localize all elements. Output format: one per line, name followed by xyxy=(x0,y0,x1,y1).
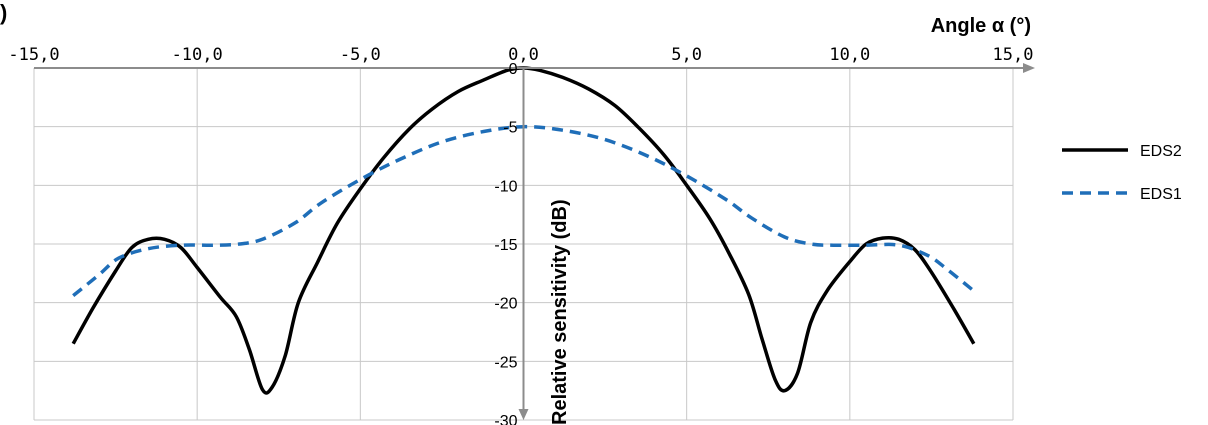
legend-label-eds2: EDS2 xyxy=(1140,143,1182,160)
x-tick-label: 15,0 xyxy=(993,45,1034,65)
y-tick-label: -20 xyxy=(494,296,517,313)
y-axis-arrow xyxy=(518,409,529,420)
y-tick-label: -25 xyxy=(494,354,517,371)
x-tick-label: 10,0 xyxy=(829,45,870,65)
legend-label-eds1: EDS1 xyxy=(1140,186,1182,203)
x-tick-label: -10,0 xyxy=(172,45,223,65)
x-axis-arrow xyxy=(1023,63,1035,73)
x-tick-label: 0,0 xyxy=(508,45,539,65)
y-tick-label: -5 xyxy=(503,120,517,137)
x-tick-label: -15,0 xyxy=(8,45,59,65)
x-axis-title: Angle α (°) xyxy=(931,15,1031,37)
tick-labels: -15,0 -10,0 -5,0 0,0 5,0 10,0 15,0 0 -5 -10 -15 -20… xyxy=(8,45,1033,425)
legend: EDS2 EDS1 xyxy=(1062,143,1182,203)
x-tick-label: 5,0 xyxy=(671,45,702,65)
y-axis-title: Relative sensitivity (dB) xyxy=(549,199,571,425)
y-tick-label: -30 xyxy=(494,413,517,425)
panel-corner-mark: ) xyxy=(0,0,7,25)
y-tick-label: -15 xyxy=(494,237,517,254)
axes xyxy=(34,63,1035,420)
y-tick-label: -10 xyxy=(494,178,517,195)
y-tick-label: 0 xyxy=(509,61,518,78)
x-tick-label: -5,0 xyxy=(340,45,381,65)
